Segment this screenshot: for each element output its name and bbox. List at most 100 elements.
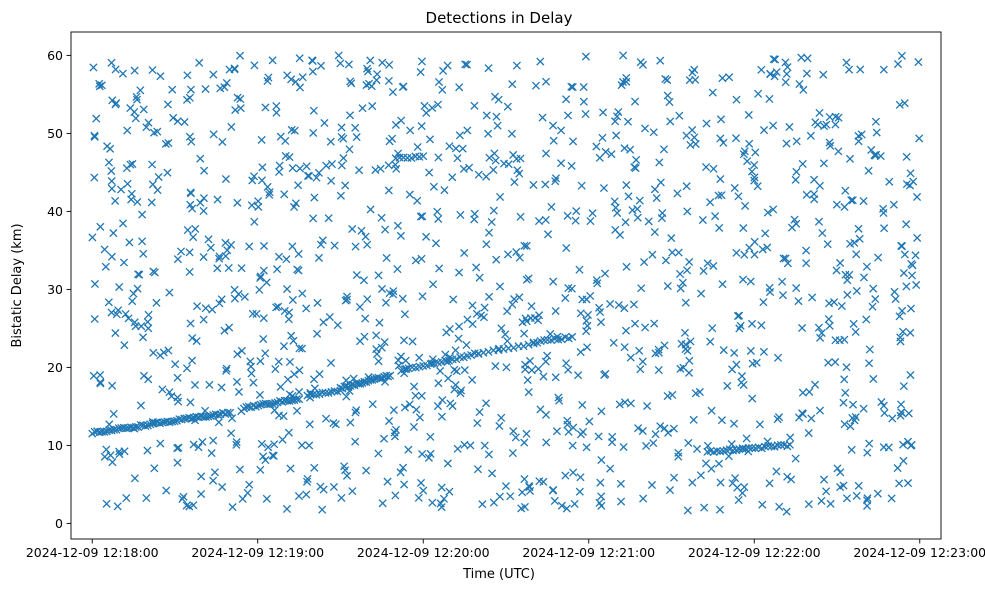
- detection-point: [388, 88, 397, 97]
- detection-point: [578, 400, 587, 410]
- detection-point: [563, 211, 572, 220]
- detection-point: [280, 306, 289, 315]
- detection-point: [182, 95, 192, 104]
- detection-point: [840, 335, 849, 344]
- detection-point: [433, 207, 442, 216]
- detection-point: [297, 441, 306, 450]
- detection-point: [475, 273, 484, 282]
- detection-point: [513, 166, 522, 175]
- detection-point: [891, 294, 900, 304]
- y-tick-label: 0: [55, 516, 63, 531]
- track-point: [540, 336, 549, 345]
- detection-point: [520, 241, 529, 250]
- detection-point: [906, 304, 916, 313]
- detection-point: [520, 438, 529, 447]
- detection-point: [760, 126, 769, 135]
- detection-point: [643, 401, 652, 411]
- detection-point: [95, 82, 104, 91]
- detection-point: [655, 158, 664, 167]
- detection-point: [561, 471, 570, 480]
- detection-point: [624, 192, 633, 201]
- detection-point: [772, 67, 781, 77]
- detection-point: [294, 387, 304, 397]
- detection-point: [468, 375, 477, 384]
- detection-point: [290, 370, 299, 379]
- detection-point: [854, 224, 863, 233]
- detection-point: [143, 317, 152, 327]
- detection-point: [579, 97, 588, 106]
- detection-point: [482, 111, 491, 120]
- detection-point: [295, 54, 304, 63]
- detection-point: [108, 381, 117, 390]
- detection-point: [319, 318, 328, 327]
- detection-point: [272, 108, 281, 117]
- detection-point: [148, 65, 157, 75]
- detection-point: [681, 298, 690, 307]
- detection-point: [437, 483, 446, 492]
- detection-point: [674, 452, 683, 461]
- detection-point: [727, 440, 736, 449]
- detection-point: [824, 315, 833, 324]
- detection-point: [836, 258, 845, 268]
- detection-point: [377, 343, 386, 352]
- detection-point: [825, 299, 834, 308]
- detection-point: [217, 383, 226, 392]
- detection-point: [622, 262, 631, 271]
- detection-point: [790, 215, 799, 224]
- detection-point: [730, 183, 739, 193]
- detection-point: [385, 60, 394, 69]
- track-point: [554, 335, 563, 344]
- detection-point: [418, 449, 427, 459]
- detection-point: [848, 400, 858, 409]
- detection-point: [851, 327, 860, 336]
- track-point: [712, 446, 722, 455]
- detection-point: [162, 486, 171, 495]
- detection-point: [782, 139, 791, 148]
- detection-point: [510, 295, 519, 304]
- detection-point: [823, 240, 832, 249]
- detection-point: [873, 489, 882, 498]
- detection-point: [567, 82, 576, 91]
- detection-point: [635, 196, 644, 205]
- detection-point: [340, 462, 349, 471]
- detection-point: [680, 328, 690, 337]
- track-point: [251, 402, 261, 411]
- detection-point: [759, 298, 768, 307]
- detection-point: [583, 343, 592, 352]
- detection-point: [809, 189, 819, 199]
- detection-point: [232, 438, 241, 447]
- detection-point: [452, 367, 461, 376]
- detection-point: [227, 122, 236, 131]
- detection-point: [542, 438, 551, 447]
- detection-point: [470, 101, 479, 110]
- detection-point: [846, 422, 855, 431]
- detection-point: [433, 100, 442, 109]
- detection-point: [715, 505, 725, 514]
- detection-point: [484, 228, 494, 237]
- detection-point: [163, 168, 172, 177]
- detection-point: [402, 364, 411, 373]
- detection-point: [262, 494, 271, 503]
- detection-point: [716, 115, 726, 124]
- detection-point: [337, 493, 346, 502]
- detection-point: [342, 292, 352, 301]
- track-point: [419, 152, 428, 161]
- detection-point: [781, 58, 790, 67]
- detection-point: [344, 60, 353, 69]
- detection-point: [718, 280, 727, 289]
- detection-point: [118, 219, 128, 228]
- detection-point: [787, 475, 796, 484]
- detection-point: [531, 81, 541, 90]
- detection-point: [270, 440, 279, 449]
- detection-point: [683, 207, 692, 216]
- detection-point: [904, 409, 913, 418]
- detection-point: [623, 117, 633, 126]
- detection-point: [324, 214, 333, 223]
- detection-point: [263, 182, 272, 191]
- detection-point: [438, 396, 447, 405]
- detection-point: [413, 142, 422, 152]
- detection-point: [527, 302, 536, 311]
- detection-point: [308, 67, 317, 76]
- detection-point: [366, 56, 375, 65]
- detection-point: [867, 145, 876, 155]
